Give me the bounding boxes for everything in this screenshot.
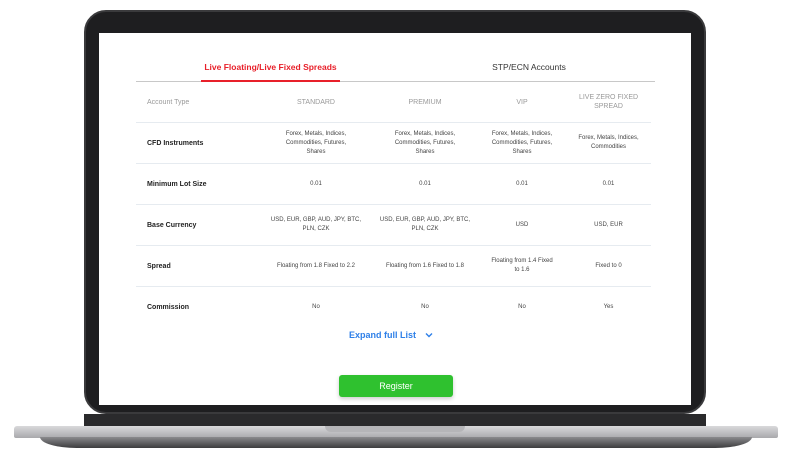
screen: Live Floating/Live Fixed Spreads STP/ECN… [99,33,691,405]
table-cell: Floating from 1.4 Fixed to 1.6 [491,258,553,273]
laptop-base [14,426,778,438]
tab-live-floating[interactable]: Live Floating/Live Fixed Spreads [204,62,337,72]
header-standard: STANDARD [297,98,335,106]
table-cell: Forex, Metals, Indices, Commodities [578,135,639,150]
table-cell: USD, EUR, GBP, AUD, JPY, BTC, PLN, CZK [379,217,471,232]
chevron-down-icon [425,333,433,338]
table-cell: Forex, Metals, Indices, Commodities, Fut… [491,130,553,155]
table-cell: USD, EUR, GBP, AUD, JPY, BTC, PLN, CZK [270,217,362,232]
table-cell: Forex, Metals, Indices, Commodities, Fut… [285,130,347,155]
table-cell: Fixed to 0 [595,262,622,269]
table-row: Base Currency USD, EUR, GBP, AUD, JPY, B… [136,205,651,246]
table-cell: 0.01 [419,180,431,187]
table-row: Minimum Lot Size 0.01 0.01 0.01 0.01 [136,164,651,205]
table-row: Spread Floating from 1.8 Fixed to 2.2 Fl… [136,246,651,287]
table-cell: Floating from 1.6 Fixed to 1.8 [385,262,465,269]
laptop-hinge [84,414,706,426]
header-live-zero: LIVE ZERO FIXED SPREAD [578,94,639,110]
row-label: Minimum Lot Size [147,180,207,188]
table-cell: 0.01 [516,180,528,187]
table-cell: Forex, Metals, Indices, Commodities, Fut… [394,130,456,155]
laptop-base-bottom [40,437,752,448]
register-button[interactable]: Register [339,375,453,397]
row-label: Base Currency [147,221,197,229]
row-label: CFD Instruments [147,139,204,147]
table-cell: No [421,304,429,310]
table-cell: USD [515,221,529,228]
table-cell: No [312,304,320,310]
table-row: CFD Instruments Forex, Metals, Indices, … [136,123,651,164]
table-cell: Floating from 1.8 Fixed to 2.2 [276,262,356,269]
table-cell: 0.01 [310,180,322,187]
tab-divider [136,81,655,82]
expand-label: Expand full List [349,330,417,340]
table-cell: 0.01 [602,180,615,187]
row-label: Commission [147,304,190,311]
table-row: Commission No No No Yes [136,287,651,328]
table-cell: Yes [603,304,614,310]
active-tab-underline [201,80,340,82]
tab-stp-ecn[interactable]: STP/ECN Accounts [492,62,566,72]
table-cell: USD, EUR [594,221,623,228]
table-header-row: Account Type STANDARD PREMIUM VIP LIVE Z… [136,82,651,123]
table-cell: No [518,304,526,310]
row-label: Spread [147,262,171,270]
header-account-type: Account Type [147,98,190,106]
expand-full-list-link[interactable]: Expand full List [349,330,433,340]
header-premium: PREMIUM [408,98,442,106]
header-vip: VIP [516,98,528,106]
laptop-notch [325,426,465,432]
